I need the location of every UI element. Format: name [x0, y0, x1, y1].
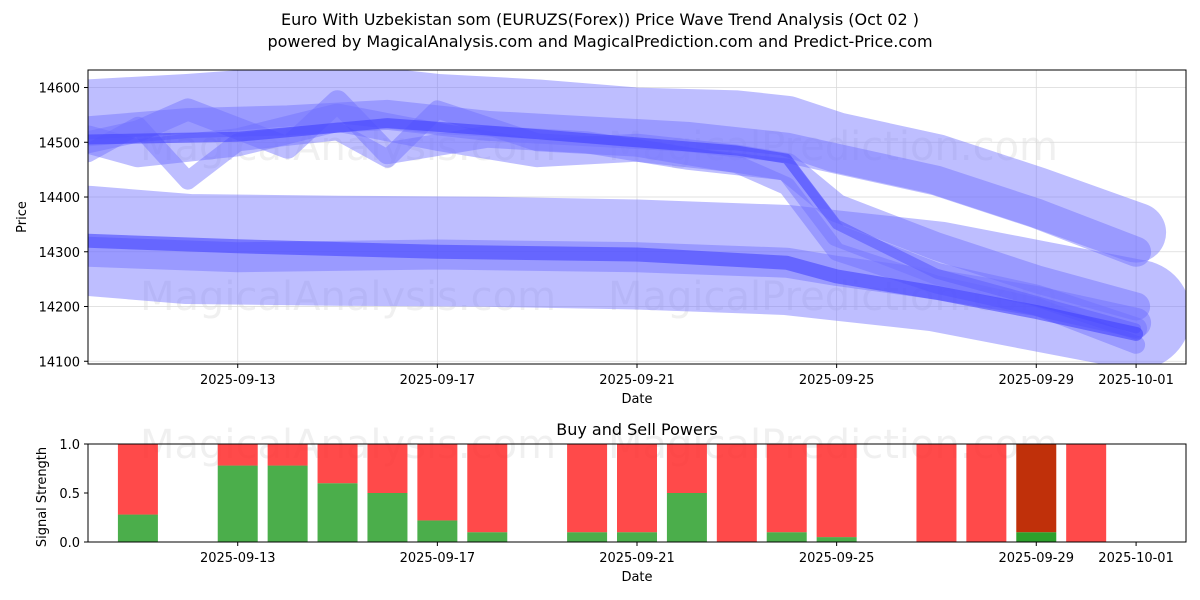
price-y-tick-label: 14500	[39, 136, 80, 151]
buy-power-bar	[816, 537, 857, 542]
buy-power-bar	[467, 532, 508, 542]
power-y-tick-label: 1.0	[59, 438, 80, 453]
sell-power-bar	[217, 444, 258, 466]
sell-power-bar	[617, 444, 657, 533]
sell-power-bar	[1016, 444, 1057, 533]
price-y-tick-label: 14600	[39, 82, 80, 97]
price-wave-band-9	[88, 233, 1144, 341]
sell-power-bar	[716, 444, 757, 542]
price-x-tick-label: 2025-09-13	[200, 373, 276, 388]
price-y-tick-label: 14300	[39, 246, 80, 261]
sell-power-bar	[117, 444, 158, 515]
buy-power-bar	[1016, 532, 1057, 542]
price-y-tick-label: 14100	[39, 355, 80, 370]
buy-power-bar	[317, 483, 358, 542]
watermark-text: MagicalAnalysis.com	[140, 274, 556, 320]
price-x-tick-label: 2025-09-29	[998, 373, 1074, 388]
sell-power-bar	[666, 444, 707, 493]
chart-title-line1: Euro With Uzbekistan som (EURUZS(Forex))…	[281, 10, 919, 29]
power-x-tick-label: 2025-09-25	[799, 551, 875, 566]
buy-power-bar	[666, 493, 707, 542]
sell-power-bar	[417, 444, 458, 521]
sell-power-bar	[916, 444, 957, 542]
power-y-tick-label: 0.5	[59, 487, 80, 502]
buy-power-bar	[367, 493, 408, 542]
chart-title-line2: powered by MagicalAnalysis.com and Magic…	[267, 32, 933, 51]
power-x-tick-label: 2025-10-01	[1098, 551, 1174, 566]
power-x-tick-label: 2025-09-29	[998, 551, 1074, 566]
power-y-tick-label: 0.0	[59, 536, 80, 551]
price-wave-band-2	[88, 99, 1152, 267]
buy-power-bar	[766, 532, 807, 542]
sell-power-bar	[816, 444, 857, 538]
sell-power-bar	[567, 444, 608, 533]
buy-power-bar	[117, 514, 158, 542]
sell-power-bar	[317, 444, 358, 484]
power-x-axis-label: Date	[621, 570, 652, 585]
price-y-axis-label: Price	[15, 201, 30, 233]
power-chart-title: Buy and Sell Powers	[556, 420, 718, 439]
price-y-tick-label: 14200	[39, 301, 80, 316]
price-x-axis-label: Date	[621, 392, 652, 407]
power-y-axis-label: Signal Strength	[35, 447, 50, 547]
price-x-tick-label: 2025-09-21	[599, 373, 675, 388]
price-x-tick-label: 2025-09-25	[799, 373, 875, 388]
sell-power-bar	[367, 444, 408, 493]
buy-power-bar	[617, 532, 657, 542]
buy-power-bar	[417, 520, 458, 542]
power-x-tick-label: 2025-09-13	[200, 551, 276, 566]
sell-power-bar	[766, 444, 807, 533]
price-wave-band-5	[88, 100, 1146, 354]
sell-power-bar	[267, 444, 308, 466]
price-x-tick-label: 2025-10-01	[1098, 373, 1174, 388]
price-x-tick-label: 2025-09-17	[400, 373, 476, 388]
power-x-tick-label: 2025-09-17	[400, 551, 476, 566]
price-wave-band-1	[88, 70, 1167, 263]
price-wave-chart: MagicalAnalysis.com MagicalPrediction.com…	[15, 69, 1187, 407]
price-wave-band-3	[88, 103, 1151, 321]
price-y-tick-label: 14400	[39, 191, 80, 206]
sell-power-bar	[467, 444, 508, 533]
buy-power-bar	[567, 532, 608, 542]
power-x-tick-label: 2025-09-21	[599, 551, 675, 566]
buy-power-bar	[217, 465, 258, 542]
buy-sell-power-chart: Buy and Sell Powers MagicalAnalysis.comM…	[35, 420, 1187, 585]
buy-power-bar	[267, 465, 308, 542]
price-wave-band-6	[88, 118, 1142, 334]
sell-power-bar	[966, 444, 1007, 542]
sell-power-bar	[1066, 444, 1107, 542]
